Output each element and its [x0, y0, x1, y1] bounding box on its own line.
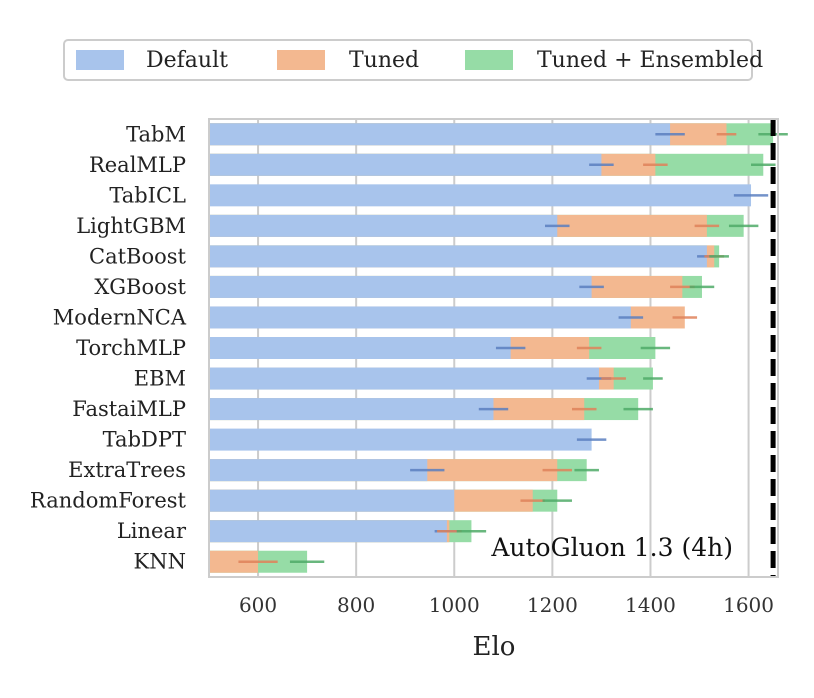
plot-border — [208, 118, 779, 578]
bar-tabdpt-default — [209, 428, 592, 451]
model-labels: TabM RealMLP TabICL LightGBM CatBoost XGBoost… — [30, 122, 187, 573]
model-label-fastaimlp: FastaiMLP — [72, 397, 186, 421]
legend-label-default: Default — [146, 48, 228, 73]
reference-line-label: AutoGluon 1.3 (4h) — [490, 533, 733, 562]
bar-linear-default — [209, 520, 447, 543]
bar-realmlp-default — [209, 153, 602, 176]
legend-frame — [63, 39, 753, 81]
model-label-catboost: CatBoost — [89, 244, 187, 268]
bar-modernnca-default — [209, 306, 631, 329]
x-tick-label-1400: 1400 — [625, 593, 676, 617]
model-label-tabm: TabM — [126, 122, 186, 146]
bar-ebm-default — [209, 367, 599, 390]
model-label-ebm: EBM — [134, 367, 186, 391]
model-label-lightgbm: LightGBM — [76, 214, 186, 238]
legend-swatch-default — [76, 50, 124, 70]
model-label-randomforest: RandomForest — [30, 489, 187, 513]
bars — [209, 123, 774, 573]
model-label-knn: KNN — [134, 550, 186, 574]
bar-tabm-default — [209, 123, 671, 146]
model-label-tabicl: TabICL — [109, 183, 186, 207]
bar-torchmlp-default — [209, 337, 511, 359]
model-label-xgboost: XGBoost — [94, 275, 186, 299]
legend-swatch-tuned — [277, 50, 325, 70]
model-label-extratrees: ExtraTrees — [68, 458, 186, 482]
x-tick-label-1000: 1000 — [429, 593, 480, 617]
bar-lightgbm-default — [209, 214, 558, 237]
bar-tabicl-default — [209, 184, 752, 207]
bar-xgboost-default — [209, 275, 592, 298]
model-label-realmlp: RealMLP — [89, 153, 186, 177]
model-label-linear: Linear — [117, 519, 187, 543]
x-tick-label-1200: 1200 — [527, 593, 578, 617]
bar-extratrees-default — [209, 459, 428, 482]
model-label-torchmlp: TorchMLP — [76, 336, 186, 360]
bar-fastaimlp-default — [209, 398, 494, 421]
x-tick-label-600: 600 — [239, 593, 277, 617]
legend-label-tuned-ensembled: Tuned + Ensembled — [537, 48, 763, 73]
x-tick-labels: 600 800 1000 1200 1400 1600 — [239, 593, 774, 617]
x-tick-label-800: 800 — [337, 593, 375, 617]
x-axis-title: Elo — [473, 632, 516, 662]
legend: Default Tuned Tuned + Ensembled — [63, 39, 763, 81]
error-bars — [238, 133, 788, 563]
bar-knn-tuned — [209, 550, 259, 573]
x-tick-label-1600: 1600 — [723, 593, 774, 617]
legend-swatch-tuned-ensembled — [465, 50, 513, 70]
bar-catboost-default — [209, 245, 707, 268]
bar-randomforest-default — [209, 489, 455, 512]
legend-label-tuned: Tuned — [349, 48, 419, 73]
model-label-modernnca: ModernNCA — [53, 305, 187, 329]
model-label-tabdpt: TabDPT — [103, 428, 186, 452]
